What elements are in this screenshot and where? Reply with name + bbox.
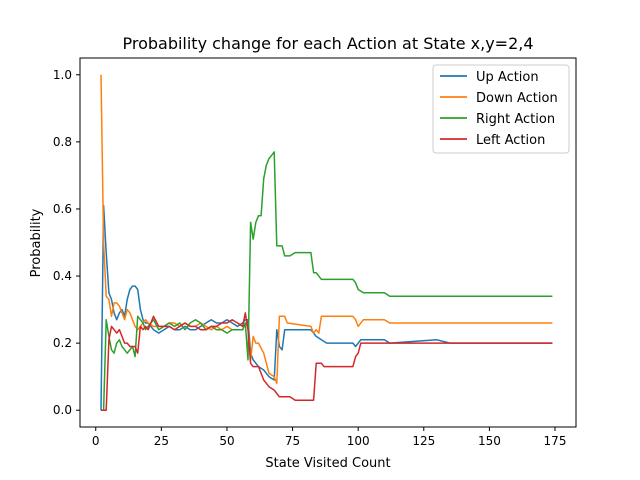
y-tick-label: 0.0 [53,403,72,417]
y-tick-label: 0.4 [53,269,72,283]
series-line-down-action [100,74,553,385]
y-tick-label: 0.2 [53,336,72,350]
series-line-right-action [101,151,553,411]
x-tick-label: 150 [478,434,501,448]
y-tick-label: 0.8 [53,135,72,149]
series-line-left-action [101,312,553,411]
chart-title: Probability change for each Action at St… [122,34,533,53]
y-tick-label: 1.0 [53,68,72,82]
legend-label-right-action: Right Action [476,112,555,127]
x-axis-label: State Visited Count [265,456,390,471]
axes-frame [79,57,577,428]
y-tick-label: 0.6 [53,202,72,216]
y-axis: 0.0 0.2 0.4 0.6 0.8 1.0 [53,68,80,417]
x-tick-label: 125 [412,434,435,448]
x-tick-label: 175 [544,434,567,448]
legend: Up Action Down Action Right Action Left Act… [432,64,570,154]
legend-label-left-action: Left Action [476,133,545,148]
x-tick-label: 100 [347,434,370,448]
x-tick-label: 50 [219,434,234,448]
x-tick-label: 25 [154,434,169,448]
x-axis: 0 25 50 75 100 125 150 175 [92,427,567,448]
plot-area [100,74,553,411]
legend-label-up-action: Up Action [476,70,539,85]
y-axis-label: Probability [29,208,44,277]
x-tick-label: 75 [285,434,300,448]
legend-label-down-action: Down Action [476,91,558,106]
legend-box [432,64,570,154]
x-tick-label: 0 [92,434,100,448]
